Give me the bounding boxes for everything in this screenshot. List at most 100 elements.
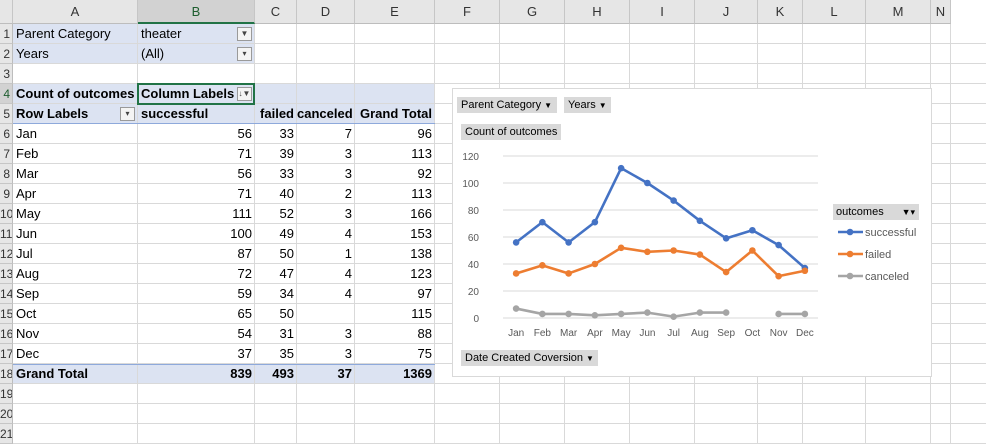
pivot-value-cell[interactable]: 7 (344, 126, 352, 141)
chart-filter-years[interactable]: Years ▼ (564, 97, 611, 113)
row-header-6[interactable]: 6 (0, 124, 13, 144)
pivot-value-cell[interactable]: 111 (232, 206, 252, 221)
pivot-value-cell[interactable]: 2 (344, 186, 352, 201)
pivot-value-cell[interactable]: 153 (410, 226, 432, 241)
pivot-column-labels[interactable]: Column Labels (141, 86, 235, 101)
pivot-value-cell[interactable]: 47 (279, 266, 294, 281)
pivot-value-cell[interactable]: 113 (411, 186, 432, 201)
pivot-value-cell[interactable]: 65 (237, 306, 252, 321)
pivot-value-cell[interactable]: 138 (410, 246, 432, 261)
pivot-value-cell[interactable]: 3 (344, 146, 352, 161)
chart-axis-field-button[interactable]: Date Created Coversion ▼ (461, 350, 598, 366)
pivot-value-cell[interactable]: 50 (279, 306, 294, 321)
pivot-value-cell[interactable]: 71 (237, 146, 252, 161)
pivot-value-cell[interactable]: 3 (344, 166, 352, 181)
pivot-value-cell[interactable]: 54 (237, 326, 252, 341)
chart-value-field-button[interactable]: Count of outcomes (461, 124, 562, 140)
row-header-18[interactable]: 18 (0, 364, 13, 384)
row-header-15[interactable]: 15 (0, 304, 13, 324)
row-header-21[interactable]: 21 (0, 424, 13, 444)
pivot-value-cell[interactable]: 96 (417, 126, 432, 141)
row-header-1[interactable]: 1 (0, 24, 13, 44)
pivot-value-cell[interactable]: 56 (237, 166, 252, 181)
pivot-value-cell[interactable]: 3 (344, 346, 352, 361)
row-header-3[interactable]: 3 (0, 64, 13, 84)
pivot-value-cell[interactable]: 52 (279, 206, 294, 221)
pivot-value-cell[interactable]: 33 (279, 126, 294, 141)
column-header-J[interactable]: J (695, 0, 758, 24)
column-header-M[interactable]: M (866, 0, 931, 24)
row-header-4[interactable]: 4 (0, 84, 13, 104)
column-header-G[interactable]: G (500, 0, 565, 24)
pivot-value-cell[interactable]: 49 (279, 226, 294, 241)
pivot-value-cell[interactable]: 4 (344, 266, 352, 281)
row-header-19[interactable]: 19 (0, 384, 13, 404)
column-header-A[interactable]: A (13, 0, 138, 24)
pivot-total-cell[interactable]: 1369 (403, 366, 432, 381)
pivot-value-cell[interactable] (297, 304, 352, 324)
column-header-C[interactable]: C (255, 0, 297, 24)
pivot-value-cell[interactable]: 1 (344, 246, 352, 261)
pivot-total-cell[interactable]: 839 (230, 366, 252, 381)
pivot-value-cell[interactable]: 40 (279, 186, 294, 201)
column-header-K[interactable]: K (758, 0, 803, 24)
column-header-D[interactable]: D (297, 0, 355, 24)
row-header-9[interactable]: 9 (0, 184, 13, 204)
pivot-value-cell[interactable]: 4 (344, 286, 352, 301)
chart-filter-parent-category[interactable]: Parent Category ▼ (457, 97, 557, 113)
pivot-value-cell[interactable]: 35 (279, 346, 294, 361)
column-header-F[interactable]: F (435, 0, 500, 24)
pivot-value-cell[interactable]: 39 (279, 146, 294, 161)
pivot-value-cell[interactable]: 56 (237, 126, 252, 141)
pivot-value-cell[interactable]: 72 (237, 266, 252, 281)
column-header-L[interactable]: L (803, 0, 866, 24)
row-header-2[interactable]: 2 (0, 44, 13, 64)
column-header-I[interactable]: I (630, 0, 695, 24)
pivot-value-cell[interactable]: 166 (410, 206, 432, 221)
row-header-16[interactable]: 16 (0, 324, 13, 344)
pivot-value-cell[interactable]: 88 (417, 326, 432, 341)
pivot-value-cell[interactable]: 4 (344, 226, 352, 241)
pivot-value-cell[interactable]: 37 (237, 346, 252, 361)
row-header-5[interactable]: 5 (0, 104, 13, 124)
row-header-14[interactable]: 14 (0, 284, 13, 304)
pivot-value-cell[interactable]: 59 (237, 286, 252, 301)
row-header-13[interactable]: 13 (0, 264, 13, 284)
pivot-value-cell[interactable]: 3 (344, 326, 352, 341)
pivot-value-cell[interactable]: 113 (411, 146, 432, 161)
row-header-17[interactable]: 17 (0, 344, 13, 364)
column-labels-filter-icon[interactable]: ↓▼ (237, 87, 252, 101)
row-labels-dropdown-icon[interactable]: ▾ (120, 107, 135, 121)
pivot-total-cell[interactable]: 493 (272, 366, 294, 381)
column-header-H[interactable]: H (565, 0, 630, 24)
pivot-value-cell[interactable]: 50 (279, 246, 294, 261)
column-header-N[interactable]: N (931, 0, 951, 24)
legend-field-button[interactable]: outcomes ▼▾ (833, 204, 919, 220)
pivot-value-cell[interactable]: 71 (237, 186, 252, 201)
pivot-value-cell[interactable]: 123 (410, 266, 432, 281)
pivot-value-cell[interactable]: 97 (417, 286, 432, 301)
row-header-11[interactable]: 11 (0, 224, 13, 244)
filter-value[interactable]: (All) (141, 46, 165, 61)
filter-applied-icon[interactable]: ▼ (237, 27, 252, 41)
pivot-value-cell[interactable]: 92 (417, 166, 432, 181)
pivot-value-cell[interactable]: 87 (237, 246, 252, 261)
row-header-8[interactable]: 8 (0, 164, 13, 184)
pivot-total-cell[interactable]: 37 (337, 366, 352, 381)
filter-value[interactable]: theater (141, 26, 182, 41)
pivot-value-cell[interactable]: 75 (417, 346, 432, 361)
pivot-value-cell[interactable]: 100 (230, 226, 252, 241)
pivot-value-cell[interactable]: 34 (279, 286, 294, 301)
row-header-7[interactable]: 7 (0, 144, 13, 164)
select-all-corner[interactable] (0, 0, 13, 24)
column-header-B[interactable]: B (138, 0, 255, 24)
pivot-value-cell[interactable]: 3 (344, 206, 352, 221)
filter-dropdown-icon[interactable]: ▾ (237, 47, 252, 61)
row-header-12[interactable]: 12 (0, 244, 13, 264)
column-header-E[interactable]: E (355, 0, 435, 24)
row-header-20[interactable]: 20 (0, 404, 13, 424)
row-header-10[interactable]: 10 (0, 204, 13, 224)
pivot-value-cell[interactable]: 31 (279, 326, 294, 341)
pivot-chart[interactable]: Parent Category ▼ Years ▼ Count of outcome… (452, 88, 932, 377)
pivot-value-cell[interactable]: 115 (411, 306, 432, 321)
